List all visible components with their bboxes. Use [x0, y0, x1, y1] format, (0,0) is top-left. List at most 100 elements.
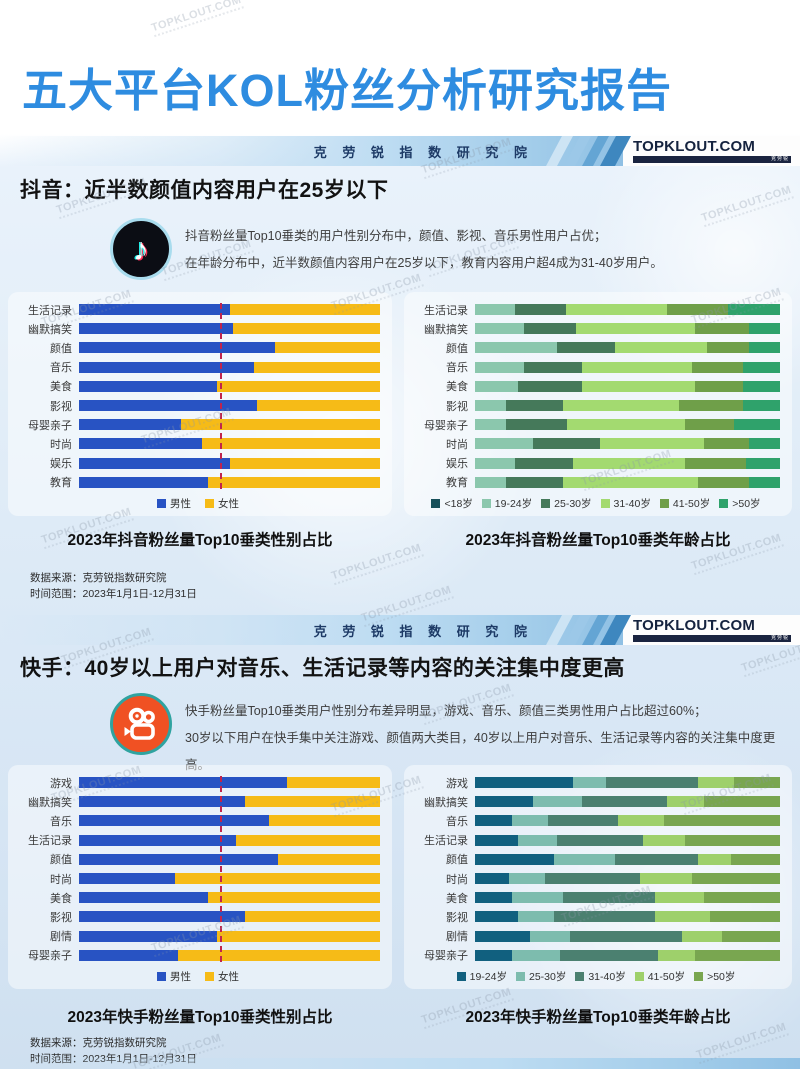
- legend-swatch: [694, 971, 704, 981]
- legend-swatch: [157, 971, 166, 981]
- category-label: 生活记录: [28, 835, 72, 848]
- bar-segment: [548, 815, 619, 827]
- bar-track: [475, 304, 780, 316]
- category-label: 时尚: [446, 438, 468, 451]
- bar-segment: [566, 419, 686, 431]
- bar-track: [475, 853, 780, 865]
- logo-tagline-bar: 克劳锐: [633, 635, 791, 642]
- bar-segment: [475, 930, 530, 942]
- category-label: 音乐: [50, 362, 72, 375]
- bar-track: [79, 380, 380, 392]
- bar-track: [79, 815, 380, 827]
- bar-segment: [178, 949, 380, 961]
- chart-plot: 生活记录 幽默搞笑 颜值 音乐 美食 影视 母婴亲子 时尚 娱乐 教育: [16, 300, 380, 492]
- legend-label: 女性: [218, 497, 239, 510]
- bar-track: [79, 949, 380, 961]
- bar-segment: [572, 457, 686, 469]
- bar-segment: [79, 438, 203, 450]
- category-label: 影视: [446, 911, 468, 924]
- bar-segment: [743, 400, 780, 412]
- category-label: 幽默搞笑: [424, 323, 468, 336]
- bar-segment: [256, 400, 380, 412]
- bar-segment: [217, 380, 380, 392]
- bar-segment: [79, 476, 209, 488]
- legend-swatch: [659, 498, 669, 508]
- bar-segment: [475, 834, 518, 846]
- chart-row: 美食: [16, 888, 380, 907]
- legend-item: >50岁: [694, 969, 735, 984]
- bar-segment: [475, 873, 509, 885]
- bar-segment: [682, 930, 723, 942]
- legend-swatch: [205, 498, 214, 508]
- bar-segment: [563, 476, 698, 488]
- bar-segment: [79, 949, 179, 961]
- category-label: 游戏: [446, 777, 468, 790]
- bar-segment: [79, 304, 230, 316]
- legend-item: 19-24岁: [456, 969, 507, 984]
- bar-segment: [475, 400, 506, 412]
- chart-row: 颜值: [412, 850, 780, 869]
- bar-segment: [475, 438, 533, 450]
- brand-mark: 克劳锐: [770, 635, 789, 641]
- bar-segment: [642, 834, 686, 846]
- bar-segment: [508, 873, 546, 885]
- kuaishou-source-line-1: 数据来源：克劳锐指数研究院: [30, 1037, 167, 1049]
- chart-legend: <18岁 19-24岁 25-30岁 31-40岁 41-50岁 >50岁: [412, 492, 780, 514]
- bar-track: [475, 438, 780, 450]
- bar-track: [475, 457, 780, 469]
- category-label: 幽默搞笑: [28, 796, 72, 809]
- chart-row: 美食: [412, 888, 780, 907]
- legend-item: <18岁: [431, 496, 473, 511]
- bar-segment: [560, 949, 658, 961]
- chart-row: 音乐: [412, 811, 780, 830]
- bar-segment: [722, 930, 780, 942]
- bar-track: [79, 911, 380, 923]
- bar-segment: [575, 323, 695, 335]
- chart-row: 母婴亲子: [16, 415, 380, 434]
- bar-segment: [475, 949, 512, 961]
- brand-mark: 克劳锐: [770, 156, 789, 162]
- bar-segment: [79, 400, 257, 412]
- bar-segment: [274, 342, 380, 354]
- bar-track: [475, 949, 780, 961]
- bar-segment: [517, 834, 558, 846]
- chart-row: 美食: [412, 377, 780, 396]
- chart-row: 娱乐: [412, 454, 780, 473]
- bar-segment: [691, 873, 780, 885]
- bar-segment: [697, 777, 735, 789]
- douyin-age-panel: 生活记录 幽默搞笑 颜值 音乐 美食 影视 母婴亲子 时尚 娱乐 教育 <18岁 19-24岁 25-3…: [404, 292, 792, 516]
- legend-item: 31-40岁: [600, 496, 651, 511]
- category-label: 幽默搞笑: [424, 796, 468, 809]
- bar-segment: [268, 815, 380, 827]
- bar-segment: [511, 949, 561, 961]
- legend-label: 25-30岁: [554, 497, 592, 510]
- bar-segment: [277, 853, 380, 865]
- chart-plot: 游戏 幽默搞笑 音乐 生活记录 颜值 时尚 美食 影视 剧情 母婴亲子: [16, 773, 380, 965]
- chart-row: 音乐: [16, 811, 380, 830]
- bar-track: [475, 892, 780, 904]
- bar-segment: [563, 892, 655, 904]
- category-label: 娱乐: [446, 458, 468, 471]
- bar-segment: [475, 457, 515, 469]
- bar-segment: [581, 380, 695, 392]
- chart-row: 生活记录: [412, 300, 780, 319]
- category-label: 时尚: [50, 438, 72, 451]
- bar-track: [79, 796, 380, 808]
- chart-row: 颜值: [412, 338, 780, 357]
- chart-legend: 男性 女性: [16, 965, 380, 987]
- legend-swatch: [157, 498, 166, 508]
- chart-row: 影视: [412, 907, 780, 926]
- bar-segment: [79, 815, 269, 827]
- chart-row: 时尚: [16, 869, 380, 888]
- bar-segment: [244, 911, 380, 923]
- bar-track: [79, 457, 380, 469]
- bar-segment: [657, 949, 695, 961]
- logo-wordmark: TOPKLOUT.COM: [633, 617, 756, 634]
- douyin-age-chart: 生活记录 幽默搞笑 颜值 音乐 美食 影视 母婴亲子 时尚 娱乐 教育 <18岁 19-24岁 25-3…: [412, 300, 780, 514]
- bar-segment: [615, 853, 698, 865]
- kuaishou-description: 快手粉丝量Top10垂类用户性别分布差异明显，游戏、音乐、颜值三类男性用户占比超…: [185, 698, 785, 779]
- bar-segment: [706, 342, 750, 354]
- chart-row: 生活记录: [412, 831, 780, 850]
- bar-segment: [667, 304, 729, 316]
- chart-row: 颜值: [16, 338, 380, 357]
